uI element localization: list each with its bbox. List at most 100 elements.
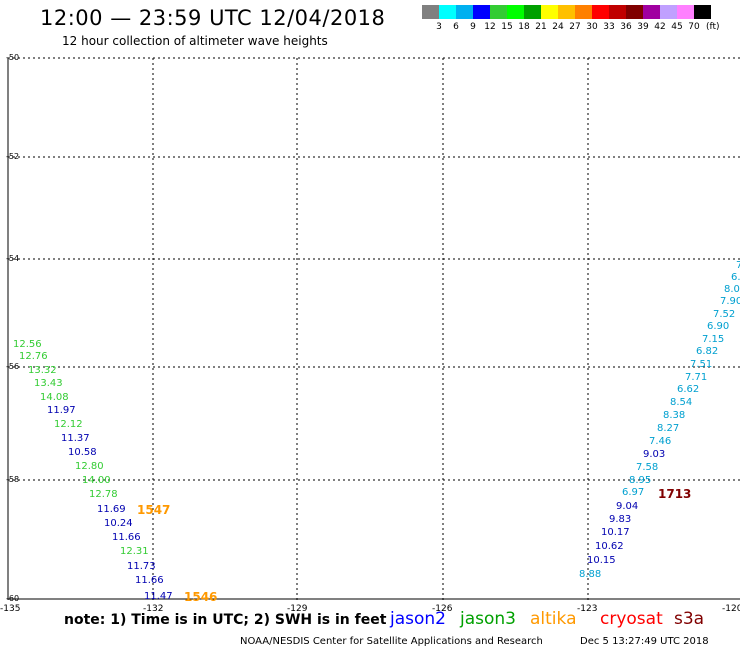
wave-height-value: 8.38 bbox=[663, 410, 686, 421]
credit-line: NOAA/NESDIS Center for Satellite Applica… bbox=[240, 636, 543, 647]
color-scale-label: 21 bbox=[535, 22, 547, 32]
color-swatch bbox=[609, 5, 626, 19]
wave-height-value: 10.15 bbox=[587, 555, 616, 566]
pass-time-label: 1546 bbox=[184, 590, 218, 604]
wave-height-value: 10.24 bbox=[104, 518, 133, 529]
wave-height-value: 14.00 bbox=[82, 475, 111, 486]
color-scale-label: 45 bbox=[671, 22, 683, 32]
wave-height-value: 7.51 bbox=[690, 359, 713, 370]
pass-time-label: 1713 bbox=[658, 487, 692, 501]
color-swatch bbox=[507, 5, 524, 19]
color-scale-label: 24 bbox=[552, 22, 564, 32]
wave-height-value: 12.12 bbox=[54, 419, 83, 430]
color-swatch bbox=[694, 5, 711, 19]
satellite-legend-item: jason3 bbox=[460, 609, 516, 629]
color-swatch bbox=[473, 5, 490, 19]
color-swatch bbox=[541, 5, 558, 19]
wave-height-value: 7.58 bbox=[636, 462, 659, 473]
color-scale-label: 39 bbox=[637, 22, 649, 32]
color-swatch bbox=[490, 5, 507, 19]
wave-height-value: 12.80 bbox=[75, 461, 104, 472]
color-scale-label: 6 bbox=[453, 22, 459, 32]
wave-height-value: 11.69 bbox=[97, 504, 126, 515]
color-scale-unit: (ft) bbox=[706, 22, 720, 32]
wave-height-value: 10.62 bbox=[595, 541, 624, 552]
wave-height-value: 13.43 bbox=[34, 378, 63, 389]
satellite-legend-item: jason2 bbox=[390, 609, 446, 629]
color-scale-label: 70 bbox=[688, 22, 700, 32]
wave-height-value: 13.32 bbox=[28, 365, 57, 376]
wave-height-value: 6.90 bbox=[707, 321, 730, 332]
color-swatch bbox=[677, 5, 694, 19]
color-swatch bbox=[456, 5, 473, 19]
latitude-label: -56 bbox=[6, 362, 20, 371]
wave-height-value: 11.97 bbox=[47, 405, 76, 416]
latitude-label: -50 bbox=[6, 53, 20, 62]
wave-height-value: 7.71 bbox=[685, 372, 708, 383]
wave-height-value: 6.9 bbox=[731, 272, 740, 283]
color-swatch bbox=[439, 5, 456, 19]
wave-height-value: 10.17 bbox=[601, 527, 630, 538]
longitude-label: -132 bbox=[143, 604, 164, 614]
color-scale-label: 30 bbox=[586, 22, 598, 32]
wave-height-value: 14.08 bbox=[40, 392, 69, 403]
wave-height-value: 12.76 bbox=[19, 351, 48, 362]
wave-height-value: 7. bbox=[736, 260, 740, 271]
generation-timestamp: Dec 5 13:27:49 UTC 2018 bbox=[580, 636, 709, 647]
wave-height-value: 6.97 bbox=[622, 487, 645, 498]
color-swatch bbox=[592, 5, 609, 19]
wave-height-value: 8.05 bbox=[724, 284, 740, 295]
longitude-label: -126 bbox=[432, 604, 453, 614]
longitude-label: -120 bbox=[722, 604, 740, 614]
wave-height-value: 7.90 bbox=[720, 296, 740, 307]
color-scale-label: 27 bbox=[569, 22, 581, 32]
color-swatch bbox=[422, 5, 439, 19]
wave-height-value: 11.73 bbox=[127, 561, 156, 572]
wave-height-value: 6.62 bbox=[677, 384, 700, 395]
wave-height-value: 11.66 bbox=[135, 575, 164, 586]
wave-height-value: 11.47 bbox=[144, 591, 173, 602]
satellite-legend-item: cryosat bbox=[600, 609, 663, 629]
color-scale-label: 12 bbox=[484, 22, 496, 32]
longitude-label: -129 bbox=[287, 604, 308, 614]
color-swatch bbox=[660, 5, 677, 19]
wave-height-value: 11.37 bbox=[61, 433, 90, 444]
plot-frame bbox=[7, 57, 740, 600]
map-title: 12:00 — 23:59 UTC 12/04/2018 bbox=[40, 6, 386, 30]
wave-height-value: 9.04 bbox=[616, 501, 639, 512]
wave-height-value: 8.95 bbox=[629, 475, 652, 486]
latitude-label: -58 bbox=[6, 475, 20, 484]
color-scale-label: 9 bbox=[470, 22, 476, 32]
color-swatch bbox=[558, 5, 575, 19]
wave-height-value: 12.78 bbox=[89, 489, 118, 500]
longitude-label: -135 bbox=[0, 604, 21, 614]
color-scale-label: 3 bbox=[436, 22, 442, 32]
color-swatch bbox=[524, 5, 541, 19]
pass-time-label: 1547 bbox=[137, 503, 171, 517]
wave-height-value: 6.82 bbox=[696, 346, 719, 357]
color-scale-label: 15 bbox=[501, 22, 513, 32]
wave-height-value: 8.88 bbox=[579, 569, 602, 580]
longitude-label: -123 bbox=[577, 604, 598, 614]
color-swatch bbox=[626, 5, 643, 19]
latitude-label: -60 bbox=[6, 594, 20, 603]
wave-height-value: 7.46 bbox=[649, 436, 672, 447]
wave-height-value: 11.66 bbox=[112, 532, 141, 543]
wave-height-value: 9.83 bbox=[609, 514, 632, 525]
wave-height-value: 10.58 bbox=[68, 447, 97, 458]
satellite-legend-item: s3a bbox=[674, 609, 705, 629]
map-subtitle: 12 hour collection of altimeter wave hei… bbox=[62, 34, 328, 48]
color-swatch bbox=[643, 5, 660, 19]
latitude-label: -54 bbox=[6, 254, 20, 263]
color-scale-bar bbox=[422, 5, 711, 19]
satellite-legend-item: altika bbox=[530, 609, 577, 629]
wave-height-value: 8.27 bbox=[657, 423, 680, 434]
color-scale-label: 36 bbox=[620, 22, 632, 32]
color-scale-label: 33 bbox=[603, 22, 615, 32]
wave-height-value: 7.15 bbox=[702, 334, 725, 345]
color-swatch bbox=[575, 5, 592, 19]
wave-height-value: 9.03 bbox=[643, 449, 666, 460]
latitude-label: -52 bbox=[6, 152, 20, 161]
color-scale-label: 42 bbox=[654, 22, 666, 32]
